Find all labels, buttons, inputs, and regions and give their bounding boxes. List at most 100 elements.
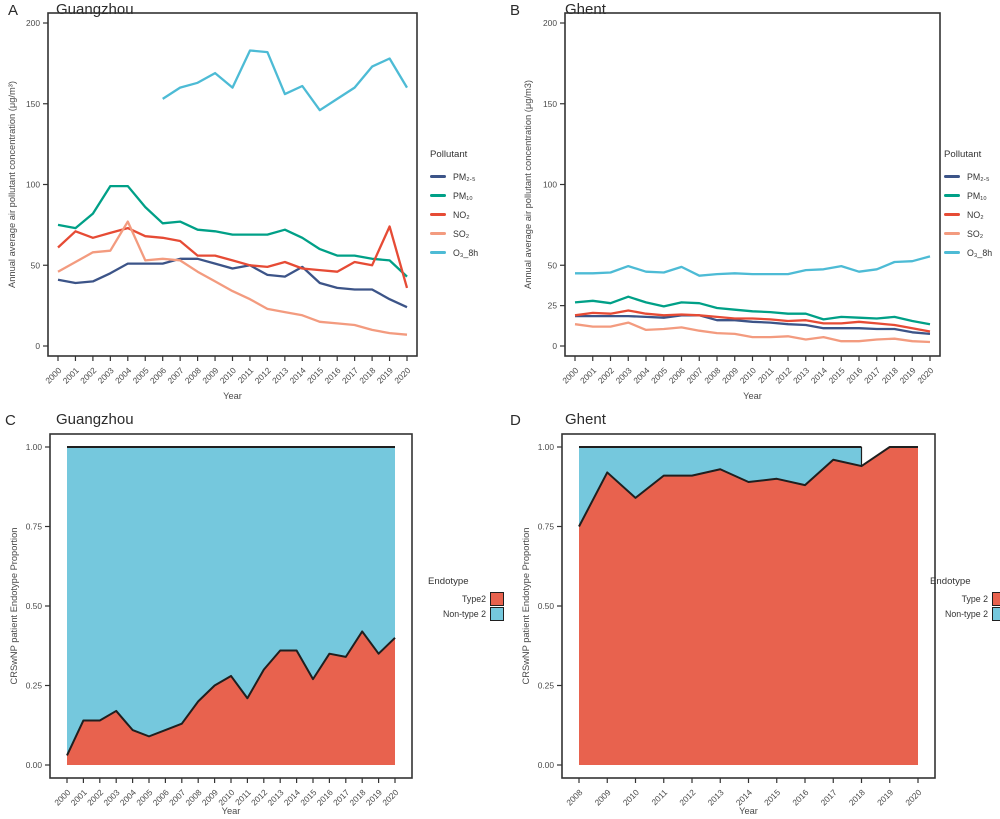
x-tick-label: 2017 xyxy=(862,365,882,385)
series-SO2-line xyxy=(574,321,931,344)
x-tick-label: 2001 xyxy=(578,365,598,385)
x-tick-label: 2015 xyxy=(762,787,782,807)
legend-fill-swatch xyxy=(490,607,504,621)
area-non-type2 xyxy=(579,447,862,527)
legend-item: O₃_8h xyxy=(944,243,992,262)
legend-item-label: NO₂ xyxy=(967,209,984,220)
y-tick-label: 200 xyxy=(543,18,557,28)
x-tick-label: 2013 xyxy=(265,787,285,807)
x-tick-label: 2008 xyxy=(564,787,584,807)
x-axis-title: Year xyxy=(222,806,241,816)
x-tick-label: 2008 xyxy=(183,365,203,385)
y-tick-label: 50 xyxy=(548,260,558,270)
y-tick-label: 0.00 xyxy=(26,760,43,770)
panel-border xyxy=(47,12,418,357)
x-tick-label: 2001 xyxy=(69,787,89,807)
y-tick-label: 150 xyxy=(543,99,557,109)
y-axis: 0 50 100 150 200 xyxy=(26,18,48,351)
legend-item: Type2 xyxy=(418,592,504,606)
panel-d-plot: 0.00 0.25 0.50 0.75 1.00 2008 2009 2010 2011 2012… xyxy=(521,433,936,816)
legend-fill-swatch xyxy=(992,592,1000,606)
panel-a-plot: 0 50 100 150 200 2000200120022003200420052006… xyxy=(7,12,418,401)
y-axis: 0.00 0.25 0.50 0.75 1.00 xyxy=(26,442,50,770)
x-tick-label: 2015 xyxy=(826,365,846,385)
series-SO2-line xyxy=(57,220,408,336)
series-O3_8h-line xyxy=(162,49,408,112)
legend-line-swatch xyxy=(430,251,446,254)
x-tick-label: 2018 xyxy=(347,787,367,807)
legend-item-label: Type2 xyxy=(462,594,486,604)
x-tick-label: 2015 xyxy=(305,365,325,385)
x-tick-label: 2003 xyxy=(96,365,116,385)
y-tick-label: 0.25 xyxy=(26,681,43,691)
x-tick-label: 2013 xyxy=(705,787,725,807)
legend-line-swatch xyxy=(430,194,446,197)
x-tick-label: 2009 xyxy=(200,365,220,385)
x-tick-label: 2016 xyxy=(322,365,342,385)
y-axis-title: Annual average air pollutant concentrati… xyxy=(523,80,533,289)
x-tick-label: 2020 xyxy=(915,365,935,385)
x-tick-label: 2009 xyxy=(200,787,220,807)
legend-title: Pollutant xyxy=(944,149,982,160)
x-tick-label: 2010 xyxy=(621,787,641,807)
y-axis: 0.00 0.25 0.50 0.75 1.00 xyxy=(538,442,562,770)
x-tick-label: 2020 xyxy=(903,787,923,807)
legend-item-label: SO₂ xyxy=(967,228,984,239)
legend-fill-swatch xyxy=(490,592,504,606)
panel-c-title: Guangzhou xyxy=(56,411,134,428)
x-axis: 2000200120022003200420052006200720082009… xyxy=(43,356,413,386)
area-type2 xyxy=(67,631,395,765)
legend-item: O₃_8h xyxy=(430,243,478,262)
x-tick-label: 2004 xyxy=(631,365,651,385)
x-tick-label: 2002 xyxy=(85,787,105,807)
series-PM10-line xyxy=(574,295,931,326)
x-tick-label: 2013 xyxy=(270,365,290,385)
panel-a-legend: Pollutant PM₂.₅ PM₁₀ NO₂ SO₂ O₃_8h xyxy=(430,149,478,262)
panel-border xyxy=(564,12,941,357)
x-tick-label: 2002 xyxy=(78,365,98,385)
legend-item: NO₂ xyxy=(944,205,992,224)
x-axis-title: Year xyxy=(743,391,762,401)
x-tick-label: 2008 xyxy=(183,787,203,807)
x-tick-label: 2007 xyxy=(167,787,187,807)
x-tick-label: 2003 xyxy=(613,365,633,385)
x-tick-label: 2011 xyxy=(649,787,669,807)
panel-b-legend: Pollutant PM₂.₅ PM₁₀ NO₂ SO₂ O₃_8h xyxy=(944,149,992,262)
y-tick-label: 0.50 xyxy=(26,601,43,611)
y-tick-label: 200 xyxy=(26,18,40,28)
panel-c-legend: Endotype Type2 Non-type 2 xyxy=(418,576,504,622)
x-tick-label: 2010 xyxy=(738,365,758,385)
legend-item: PM₂.₅ xyxy=(944,167,992,186)
x-tick-label: 2012 xyxy=(677,787,697,807)
x-tick-label: 2004 xyxy=(113,365,133,385)
legend-title: Pollutant xyxy=(430,149,468,160)
x-tick-label: 2007 xyxy=(684,365,704,385)
series-PM10-line xyxy=(57,184,408,278)
x-tick-label: 2000 xyxy=(560,365,580,385)
x-tick-label: 2006 xyxy=(151,787,171,807)
x-tick-label: 2014 xyxy=(734,787,754,807)
series-PM2.5-line xyxy=(57,257,408,309)
legend-title: Endotype xyxy=(930,576,971,587)
x-axis: 2008 2009 2010 2011 2012 2013 2014 2015 2016 2017… xyxy=(564,778,924,808)
legend-item-label: PM₂.₅ xyxy=(967,171,990,182)
legend-item: Non-type 2 xyxy=(920,607,1000,621)
y-tick-label: 100 xyxy=(26,180,40,190)
y-tick-label: 1.00 xyxy=(26,442,43,452)
y-axis-title: CRSwNP patient Endotype Proportion xyxy=(521,528,531,685)
legend-line-swatch xyxy=(430,175,446,178)
x-tick-label: 2018 xyxy=(847,787,867,807)
x-tick-label: 2017 xyxy=(818,787,838,807)
x-tick-label: 2016 xyxy=(844,365,864,385)
x-tick-label: 2007 xyxy=(165,365,185,385)
y-tick-label: 0 xyxy=(35,341,40,351)
y-tick-label: 0.25 xyxy=(538,681,555,691)
panel-c-plot: 0.00 0.25 0.50 0.75 1.00 20002001200220032004… xyxy=(9,433,413,816)
x-tick-label: 2012 xyxy=(249,787,269,807)
x-tick-label: 2016 xyxy=(315,787,335,807)
legend-item-label: Non-type 2 xyxy=(442,609,486,619)
x-tick-label: 2013 xyxy=(791,365,811,385)
series-O3_8h-line xyxy=(575,255,931,277)
series-NO2-line xyxy=(574,309,931,333)
